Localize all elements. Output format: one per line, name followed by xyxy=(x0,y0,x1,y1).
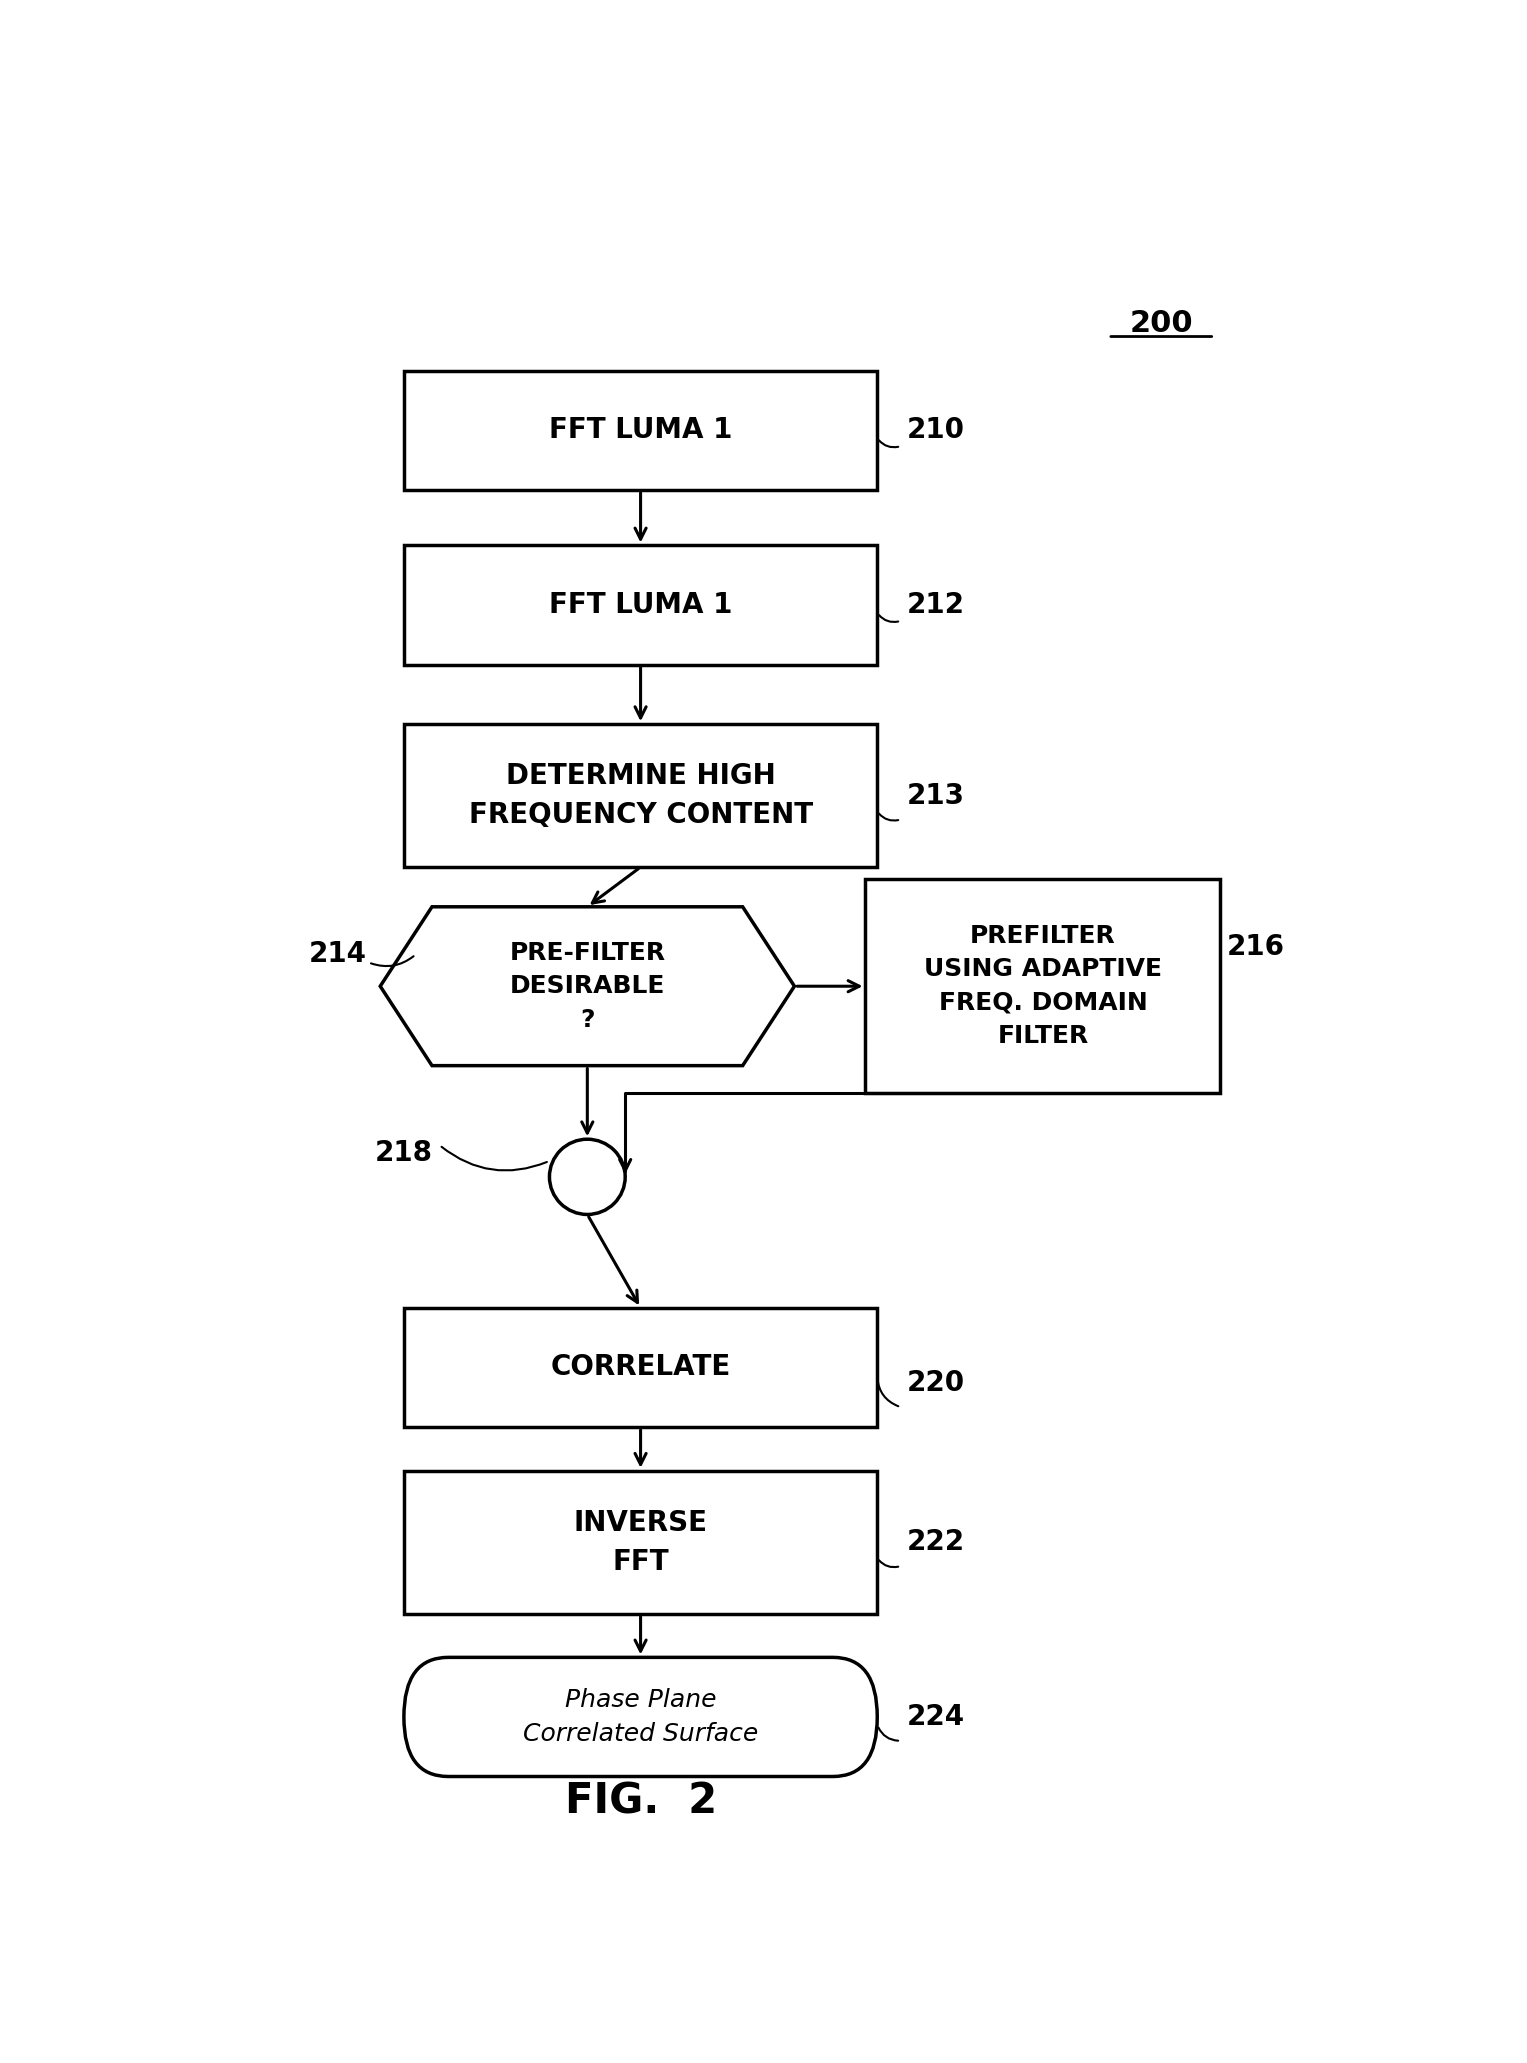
Text: PREFILTER
USING ADAPTIVE
FREQ. DOMAIN
FILTER: PREFILTER USING ADAPTIVE FREQ. DOMAIN FI… xyxy=(924,924,1162,1048)
Polygon shape xyxy=(380,908,794,1067)
Text: FFT LUMA 1: FFT LUMA 1 xyxy=(548,417,733,444)
FancyBboxPatch shape xyxy=(403,371,878,489)
Text: FFT LUMA 1: FFT LUMA 1 xyxy=(548,590,733,619)
FancyBboxPatch shape xyxy=(403,1308,878,1428)
Text: 224: 224 xyxy=(907,1702,965,1731)
Text: PRE-FILTER
DESIRABLE
?: PRE-FILTER DESIRABLE ? xyxy=(510,941,666,1032)
Text: CORRELATE: CORRELATE xyxy=(550,1353,731,1382)
FancyBboxPatch shape xyxy=(866,879,1220,1093)
Text: 210: 210 xyxy=(907,417,965,444)
Text: 200: 200 xyxy=(1130,309,1193,338)
Text: INVERSE
FFT: INVERSE FFT xyxy=(574,1508,707,1576)
FancyBboxPatch shape xyxy=(403,724,878,866)
FancyBboxPatch shape xyxy=(403,545,878,664)
FancyBboxPatch shape xyxy=(403,1657,878,1776)
Text: FIG.  2: FIG. 2 xyxy=(565,1780,716,1822)
Ellipse shape xyxy=(550,1139,625,1215)
Text: DETERMINE HIGH
FREQUENCY CONTENT: DETERMINE HIGH FREQUENCY CONTENT xyxy=(469,761,812,829)
Text: 213: 213 xyxy=(907,782,965,809)
Text: 220: 220 xyxy=(907,1370,965,1397)
Text: Phase Plane
Correlated Surface: Phase Plane Correlated Surface xyxy=(522,1688,759,1745)
Text: 216: 216 xyxy=(1226,932,1284,961)
Text: 222: 222 xyxy=(907,1529,965,1556)
Text: 214: 214 xyxy=(308,941,366,968)
FancyBboxPatch shape xyxy=(403,1471,878,1613)
Text: 218: 218 xyxy=(374,1139,432,1168)
Text: 212: 212 xyxy=(907,590,965,619)
